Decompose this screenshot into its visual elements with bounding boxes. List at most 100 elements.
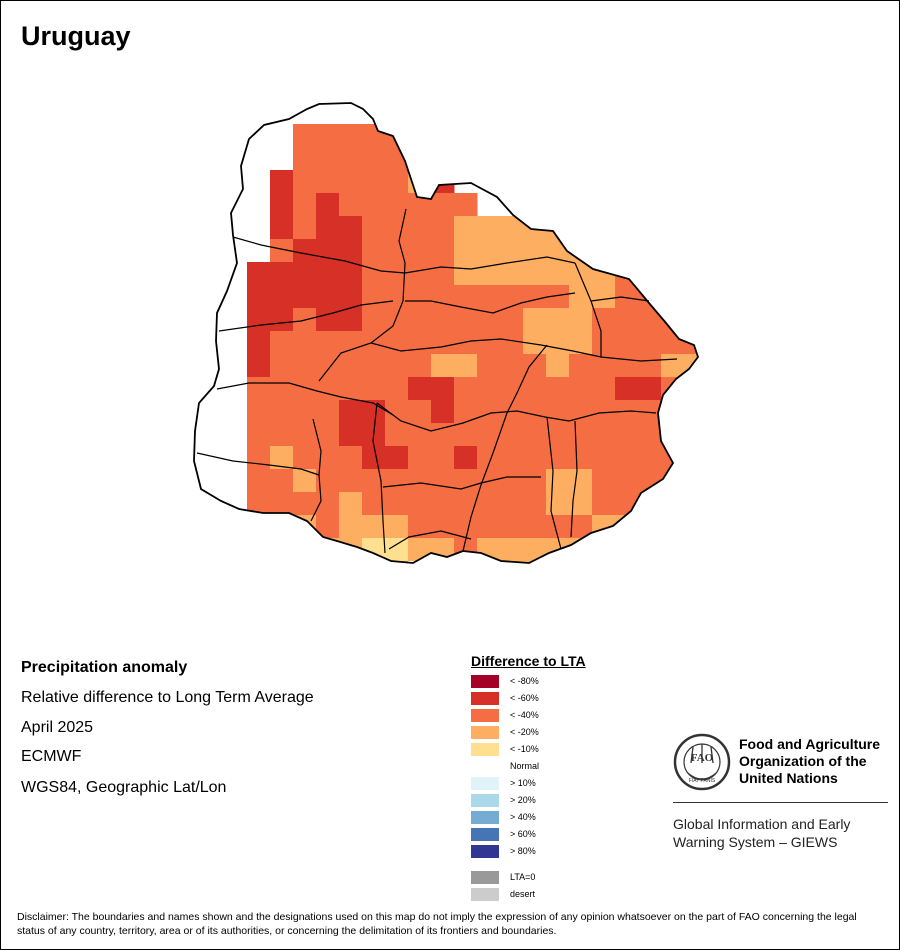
- anomaly-cell: [431, 216, 455, 240]
- anomaly-cell: [592, 308, 616, 332]
- anomaly-cell: [707, 354, 731, 378]
- anomaly-cell: [523, 262, 547, 286]
- anomaly-cell: [753, 354, 777, 378]
- legend-class-row: < -60%: [471, 691, 671, 708]
- fao-org-name-line: United Nations: [739, 770, 838, 786]
- anomaly-cell: [339, 216, 363, 240]
- anomaly-cell: [385, 170, 409, 194]
- department-border: [590, 296, 650, 302]
- anomaly-cell: [523, 423, 547, 447]
- department-border: [218, 300, 394, 332]
- anomaly-cell: [730, 377, 754, 401]
- anomaly-cell: [293, 446, 317, 470]
- anomaly-cell: [362, 515, 386, 539]
- legend-title: Difference to LTA: [471, 653, 586, 669]
- anomaly-cell: [569, 262, 593, 286]
- info-subtitle: Relative difference to Long Term Average: [21, 689, 314, 706]
- anomaly-cell: [247, 285, 271, 309]
- legend-class-label: > 20%: [510, 795, 536, 805]
- anomaly-cell: [569, 515, 593, 539]
- anomaly-cell: [477, 538, 501, 562]
- anomaly-cell: [270, 331, 294, 355]
- anomaly-cell: [661, 285, 685, 309]
- anomaly-cell: [385, 308, 409, 332]
- anomaly-cell: [661, 469, 685, 493]
- anomaly-cell: [247, 538, 271, 562]
- anomaly-cell: [661, 308, 685, 332]
- anomaly-cell: [707, 492, 731, 516]
- anomaly-cell: [385, 193, 409, 217]
- anomaly-cell: [707, 515, 731, 539]
- anomaly-cell: [707, 446, 731, 470]
- anomaly-cell: [661, 423, 685, 447]
- anomaly-cell: [523, 446, 547, 470]
- anomaly-cell: [431, 561, 455, 563]
- anomaly-cell: [247, 423, 271, 447]
- anomaly-cell: [431, 492, 455, 516]
- anomaly-cell: [293, 124, 317, 148]
- anomaly-cell: [431, 584, 455, 608]
- anomaly-cell: [523, 354, 547, 378]
- fao-divider: [673, 802, 888, 803]
- anomaly-cell: [707, 607, 731, 631]
- anomaly-cell: [546, 584, 570, 608]
- anomaly-cell: [500, 285, 524, 309]
- anomaly-cell: [270, 584, 294, 608]
- anomaly-cell: [684, 653, 708, 677]
- anomaly-cell: [362, 262, 386, 286]
- anomaly-cell: [293, 538, 317, 562]
- anomaly-cell: [408, 446, 432, 470]
- anomaly-cell: [638, 561, 662, 563]
- legend-class-label: < -40%: [510, 710, 539, 720]
- anomaly-cell: [753, 584, 777, 608]
- anomaly-cell: [615, 423, 639, 447]
- anomaly-cell: [592, 584, 616, 608]
- anomaly-cell: [500, 262, 524, 286]
- anomaly-cell: [615, 584, 639, 608]
- anomaly-cell: [661, 584, 685, 608]
- anomaly-cell: [776, 377, 800, 401]
- anomaly-cell: [592, 400, 616, 424]
- department-border: [216, 382, 394, 416]
- anomaly-cell: [661, 377, 685, 401]
- anomaly-cell: [247, 400, 271, 424]
- anomaly-cell: [270, 561, 294, 563]
- anomaly-cell: [385, 538, 409, 562]
- anomaly-cell: [247, 446, 271, 470]
- anomaly-cell: [316, 400, 340, 424]
- anomaly-cell: [293, 170, 317, 194]
- anomaly-cell: [339, 124, 363, 148]
- anomaly-cell: [615, 239, 639, 263]
- anomaly-cell: [270, 446, 294, 470]
- fao-org-name-line: Food and Agriculture: [739, 736, 881, 752]
- anomaly-cell: [431, 331, 455, 355]
- department-border: [232, 236, 406, 274]
- anomaly-cell: [615, 308, 639, 332]
- anomaly-cell: [569, 446, 593, 470]
- anomaly-cell: [339, 193, 363, 217]
- fao-motto: FIAT PANIS: [689, 778, 716, 784]
- legend: Difference to LTA < -80% < -60% < -40% < -2…: [471, 653, 671, 904]
- anomaly-cell: [431, 262, 455, 286]
- anomaly-cell: [431, 354, 455, 378]
- anomaly-cell: [477, 515, 501, 539]
- anomaly-cell: [730, 400, 754, 424]
- anomaly-cell: [523, 377, 547, 401]
- anomaly-cell: [684, 262, 698, 286]
- anomaly-grid: [247, 124, 800, 677]
- anomaly-cell: [293, 262, 317, 286]
- anomaly-cell: [431, 239, 455, 263]
- anomaly-cell: [730, 308, 754, 332]
- anomaly-cell: [684, 377, 698, 401]
- anomaly-cell: [477, 561, 501, 563]
- anomaly-cell: [339, 423, 363, 447]
- legend-class-row: > 10%: [471, 776, 671, 793]
- anomaly-cell: [477, 285, 501, 309]
- anomaly-cell: [569, 193, 593, 217]
- anomaly-cell: [339, 538, 363, 562]
- anomaly-cell: [730, 446, 754, 470]
- anomaly-cell: [500, 423, 524, 447]
- anomaly-cell: [592, 354, 616, 378]
- anomaly-cell: [638, 446, 662, 470]
